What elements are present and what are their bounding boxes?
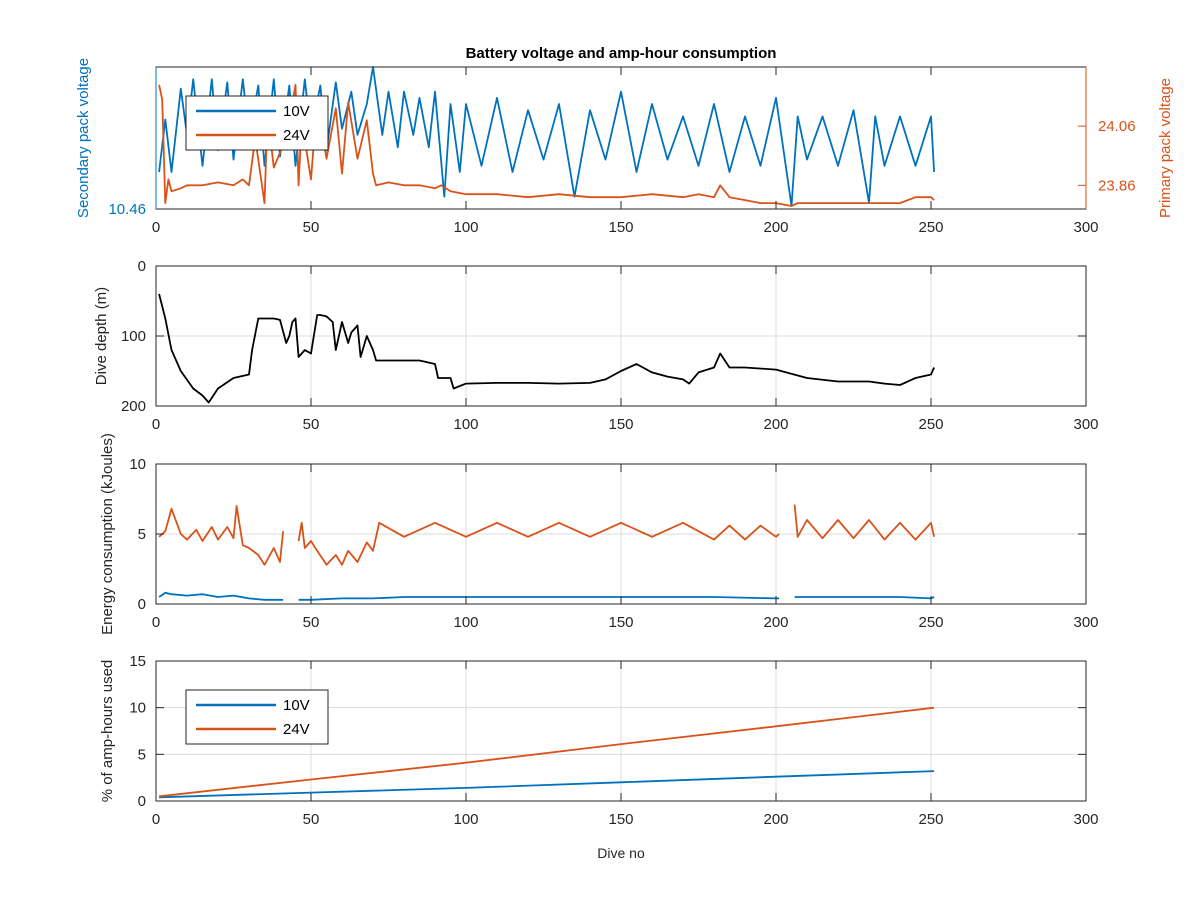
x-tick-label: 0 <box>152 219 160 236</box>
x-tick-label: 250 <box>918 416 943 433</box>
x-tick-label: 150 <box>608 416 633 433</box>
x-tick-label: 100 <box>453 416 478 433</box>
legend-label-24v: 24V <box>283 721 310 738</box>
legend-label-10v: 10V <box>283 697 310 714</box>
amphours-panel: 0 50 100 150 200 250 300 0 5 10 15 % of amp-hours u… <box>99 653 1099 828</box>
y-axis-label: Energy consumption (kJoules) <box>99 433 116 635</box>
x-tick-label: 200 <box>763 614 788 631</box>
y-tick-label: 15 <box>129 653 146 670</box>
chart-title: Battery voltage and amp-hour consumption <box>466 45 777 62</box>
x-tick-label: 0 <box>152 416 160 433</box>
y-tick-label: 10 <box>129 456 146 473</box>
y-tick-label-right: 23.86 <box>1098 177 1136 194</box>
x-tick-label: 200 <box>763 416 788 433</box>
x-tick-label: 50 <box>303 416 320 433</box>
series-line-24v <box>159 706 935 798</box>
x-axis-label: Dive no <box>597 845 645 861</box>
y-tick-label: 5 <box>138 526 146 543</box>
x-tick-label: 0 <box>152 614 160 631</box>
x-tick-label: 50 <box>303 614 320 631</box>
y-axis-label: % of amp-hours used <box>99 660 116 803</box>
x-tick-label: 250 <box>918 811 943 828</box>
x-tick-label: 250 <box>918 219 943 236</box>
x-tick-label: 300 <box>1073 219 1098 236</box>
x-tick-label: 150 <box>608 219 633 236</box>
legend-box <box>185 95 329 151</box>
x-tick-label: 50 <box>303 811 320 828</box>
legend-label-10v: 10V <box>283 103 310 120</box>
voltage-panel: 0 50 100 150 200 250 300 10.46 23.86 24.06 Seconda… <box>75 58 1174 236</box>
y-tick-label: 0 <box>138 258 146 275</box>
x-tick-label: 300 <box>1073 614 1098 631</box>
x-tick-label: 100 <box>453 219 478 236</box>
depth-panel: 0 50 100 150 200 250 300 0 100 200 Dive depth (m) <box>93 258 1099 433</box>
x-tick-label: 300 <box>1073 416 1098 433</box>
x-tick-label: 250 <box>918 614 943 631</box>
y-axis-label: Secondary pack voltage <box>75 58 92 218</box>
y-tick-label-right: 24.06 <box>1098 118 1136 135</box>
y-axis-label: Dive depth (m) <box>93 287 110 385</box>
y-tick-label: 200 <box>121 398 146 415</box>
x-tick-label: 100 <box>453 614 478 631</box>
y-tick-label: 10.46 <box>108 201 146 218</box>
x-tick-label: 0 <box>152 811 160 828</box>
x-tick-label: 100 <box>453 811 478 828</box>
x-tick-label: 200 <box>763 811 788 828</box>
y-axis-label-right: Primary pack voltage <box>1157 78 1174 218</box>
y-tick-label: 100 <box>121 328 146 345</box>
y-tick-label: 0 <box>138 793 146 810</box>
y-tick-label: 5 <box>138 746 146 763</box>
x-tick-label: 150 <box>608 811 633 828</box>
legend-label-24v: 24V <box>283 127 310 144</box>
series-line-depth <box>158 293 935 404</box>
energy-panel: 0 50 100 150 200 250 300 0 5 10 Energy consumption… <box>99 433 1099 635</box>
series-line-10v <box>159 770 935 799</box>
y-tick-label: 10 <box>129 700 146 717</box>
x-tick-label: 300 <box>1073 811 1098 828</box>
x-tick-label: 50 <box>303 219 320 236</box>
legend-box <box>185 689 329 745</box>
x-tick-label: 150 <box>608 614 633 631</box>
y-tick-label: 0 <box>138 596 146 613</box>
series-line-24v <box>158 504 935 566</box>
series-line-24v <box>158 83 935 207</box>
x-tick-label: 200 <box>763 219 788 236</box>
